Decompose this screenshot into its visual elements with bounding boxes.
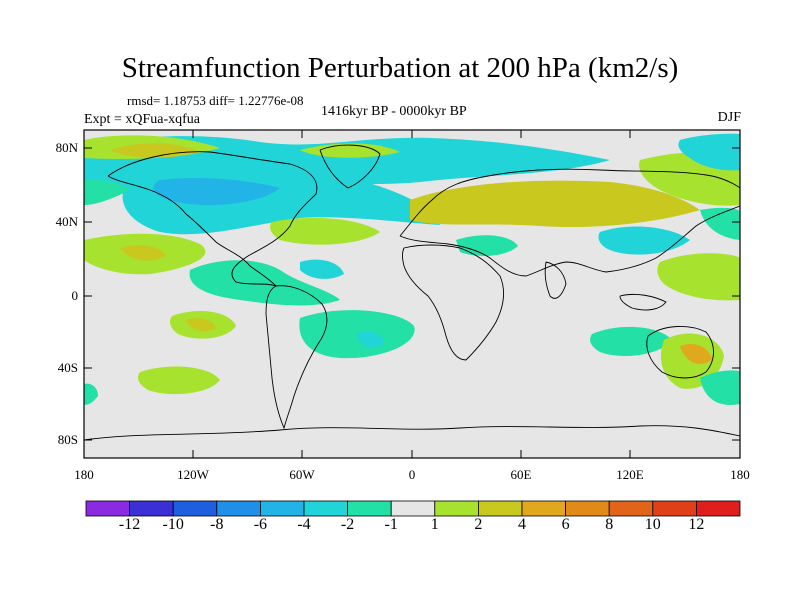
contour-region: [598, 226, 690, 255]
colorbar-label: 10: [644, 516, 661, 533]
chart-title: Streamfunction Perturbation at 200 hPa (…: [121, 52, 679, 84]
colorbar-swatch: [303, 500, 348, 517]
lat-label-80s: 80S: [57, 432, 78, 447]
contour-region: [138, 366, 220, 395]
contour-region: [84, 383, 98, 405]
lon-label-180w: 180: [74, 467, 94, 482]
season-label: DJF: [717, 110, 741, 125]
contour-region: [657, 253, 740, 301]
coastline-maritime: [619, 293, 667, 311]
colorbar-swatch: [608, 500, 654, 517]
colorbar-swatch: [172, 500, 218, 517]
colorbar-label: -12: [118, 516, 141, 533]
coastline-eurasia: [399, 168, 740, 277]
colorbar-swatch: [129, 500, 174, 517]
contour-region: [189, 260, 340, 306]
colorbar-swatch: [565, 500, 610, 517]
contour-region: [300, 259, 344, 279]
colorbar-label: 6: [561, 516, 570, 533]
colorbar-swatch: [259, 500, 305, 517]
lat-label-80n: 80N: [55, 140, 78, 155]
colorbar-label: -2: [340, 516, 355, 533]
coastline-india: [544, 261, 567, 299]
contour-region: [678, 133, 740, 171]
colorbar-label: -8: [210, 516, 224, 533]
colorbar-label: -4: [297, 516, 311, 533]
colorbar-label: -1: [384, 516, 398, 533]
colorbar-swatch: [521, 500, 566, 517]
colorbar-swatch: [434, 500, 479, 517]
colorbar-swatch: [652, 500, 697, 517]
colorbar-swatch: [696, 500, 741, 517]
lon-label-60e: 60E: [510, 467, 532, 482]
contour-region: [590, 326, 672, 356]
contour-region: [456, 235, 518, 256]
colorbar-label: -10: [162, 516, 184, 533]
contour-region: [153, 177, 280, 206]
lon-label-0: 0: [408, 467, 416, 482]
axis-ticks: [84, 130, 740, 458]
colorbar-label: 12: [688, 516, 705, 533]
coastlines: [84, 144, 740, 441]
lat-label-40n: 40N: [55, 214, 78, 229]
colorbar: [85, 500, 741, 517]
contour-region: [680, 343, 712, 364]
lon-label-60w: 60W: [289, 467, 315, 482]
colorbar-label: 2: [474, 516, 483, 533]
contour-region: [120, 245, 166, 261]
contour-region: [700, 207, 740, 240]
lat-label-40s: 40S: [57, 360, 78, 375]
colorbar-swatch: [216, 500, 261, 517]
contour-region: [356, 331, 384, 348]
colorbar-label: 8: [605, 516, 614, 533]
colorbar-swatch: [85, 500, 130, 517]
colorbar-label: 4: [518, 516, 526, 533]
colorbar-swatch: [390, 500, 436, 517]
contour-region: [110, 143, 200, 158]
coastline-africa: [402, 244, 504, 361]
contour-region: [700, 370, 740, 405]
coastline-north-america: [107, 151, 318, 287]
lon-label-120w: 120W: [177, 467, 209, 482]
colorbar-swatch: [477, 500, 523, 517]
lon-label-120e: 120E: [616, 467, 644, 482]
contour-region: [84, 179, 130, 205]
contour-region: [186, 318, 216, 332]
contour-region: [270, 217, 380, 245]
coastline-greenland: [319, 144, 381, 189]
contour-region: [300, 143, 400, 158]
stats-text: rmsd= 1.18753 diff= 1.22776e-08: [127, 93, 304, 108]
colorbar-label: -6: [253, 516, 268, 533]
contour-region: [410, 180, 700, 228]
experiment-label: Expt = xQFua-xqfua: [84, 112, 200, 127]
coastline-antarctica: [84, 425, 740, 441]
coastline-south-america: [265, 285, 328, 430]
colorbar-swatch: [347, 500, 392, 517]
lon-label-180e: 180: [730, 467, 750, 482]
period-label: 1416kyr BP - 0000kyr BP: [321, 104, 467, 119]
coastline-australia: [646, 326, 714, 379]
lat-label-eq: 0: [71, 288, 79, 303]
contour-fields: [84, 133, 740, 405]
colorbar-label: 1: [430, 516, 439, 533]
